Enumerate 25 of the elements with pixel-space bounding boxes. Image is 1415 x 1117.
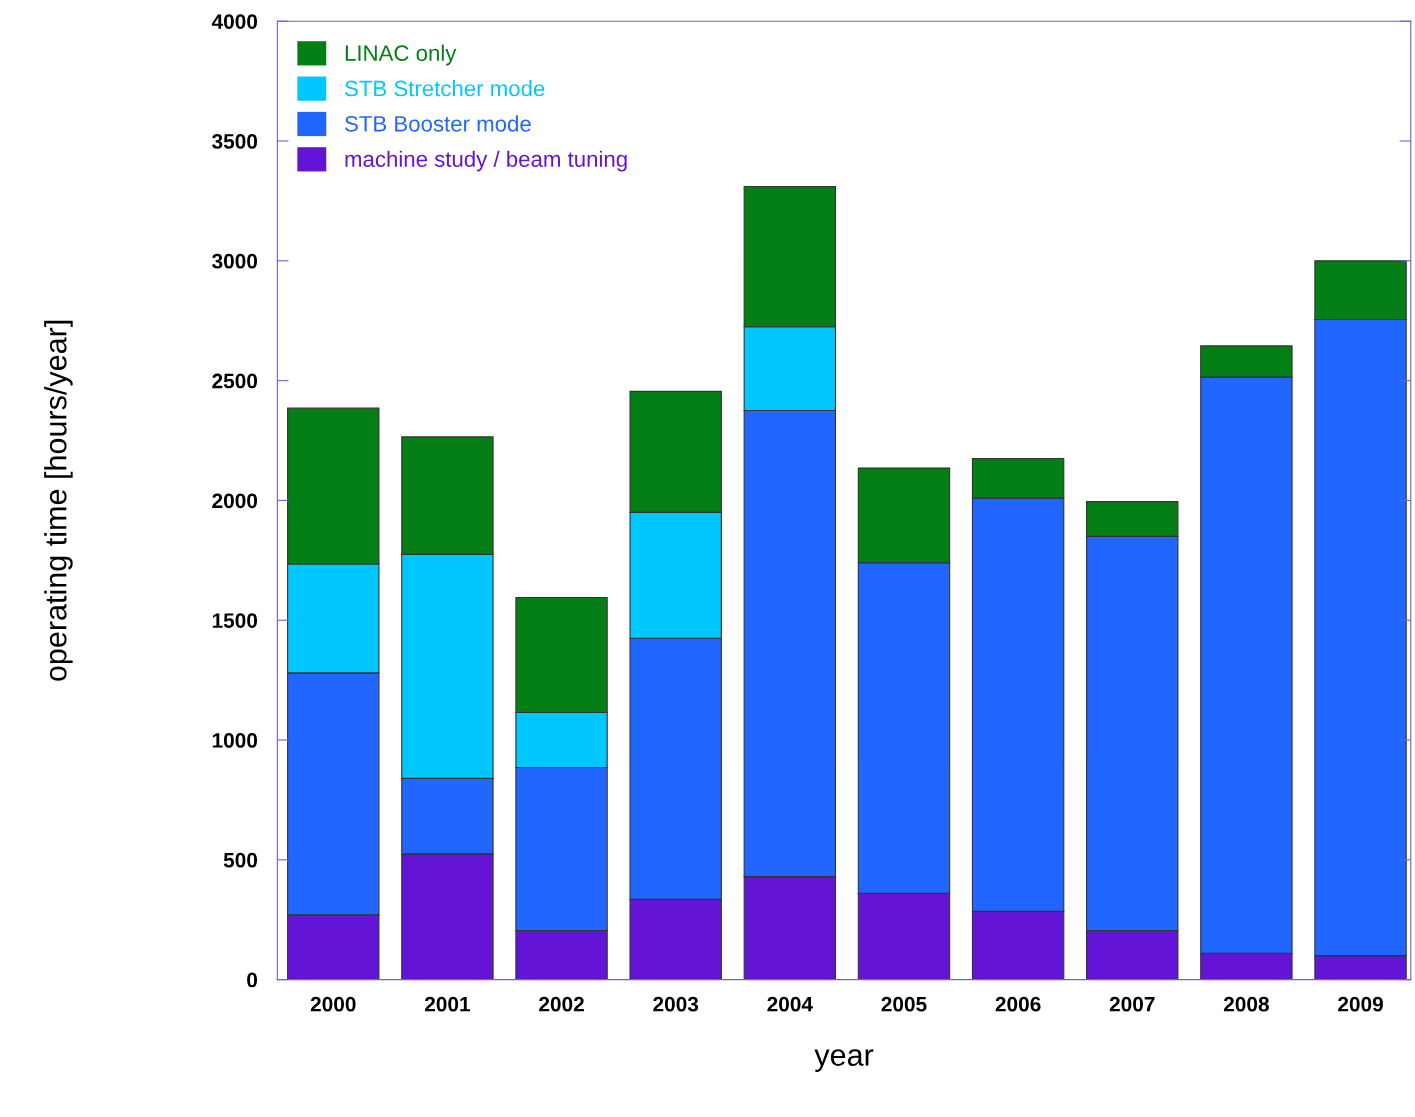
x-tick-label: 2000 — [310, 996, 356, 1012]
y-tick-label: 3000 — [212, 253, 258, 269]
y-tick-label: 4000 — [211, 14, 258, 29]
y-tick-label: 0 — [247, 972, 258, 988]
legend-label: LINAC only — [345, 44, 457, 66]
x-tick-label: 2006 — [995, 996, 1041, 1012]
y-tick-label: 1000 — [212, 733, 258, 748]
y-tick-label: 3500 — [212, 134, 258, 149]
x-tick-label: 2005 — [881, 996, 927, 1012]
x-tick-label: 2001 — [424, 996, 470, 1012]
x-tick-label: 2007 — [1109, 996, 1155, 1012]
y-tick-label: 500 — [223, 852, 258, 868]
y-tick-label: 2000 — [212, 493, 258, 509]
y-tick-label: 2500 — [212, 373, 258, 389]
y-tick-label: 1500 — [212, 613, 258, 628]
x-tick-label: 2009 — [1338, 996, 1383, 1012]
x-tick-label: 2008 — [1223, 996, 1269, 1012]
y-axis-title: operating time [hours/year] — [44, 320, 73, 681]
legend-label: STB Stretcher mode — [345, 80, 545, 97]
x-tick-label: 2003 — [653, 996, 699, 1012]
legend-label: machine study / beam tuning — [345, 150, 627, 172]
legend-label: STB Booster mode — [345, 115, 531, 132]
x-tick-label: 2004 — [767, 996, 813, 1012]
x-tick-label: 2002 — [539, 996, 584, 1012]
x-axis-title: year — [814, 1049, 874, 1072]
